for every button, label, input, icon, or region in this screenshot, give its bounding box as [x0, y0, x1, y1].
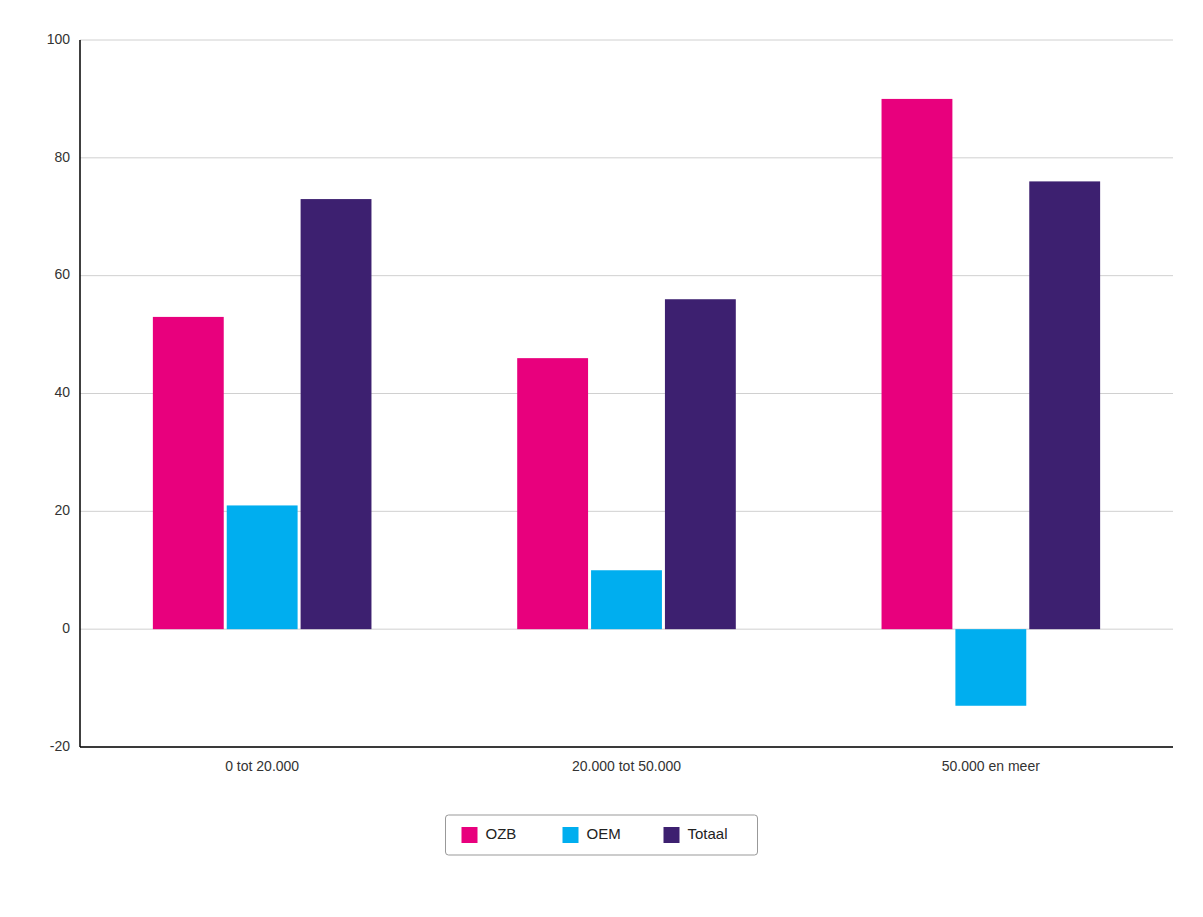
- legend-frame: [446, 815, 758, 855]
- legend-label: OZB: [486, 825, 517, 842]
- bar: [882, 99, 953, 629]
- x-tick-label: 50.000 en meer: [942, 758, 1040, 774]
- bar: [665, 299, 736, 629]
- x-tick-label: 0 tot 20.000: [225, 758, 299, 774]
- bar: [591, 570, 662, 629]
- x-tick-label: 20.000 tot 50.000: [572, 758, 681, 774]
- grid-line: [80, 393, 1173, 394]
- legend-label: OEM: [587, 825, 621, 842]
- y-axis-ticks: -20 0 20 40 60 80 100: [47, 31, 71, 754]
- bar-series: [301, 181, 1101, 629]
- x-axis-ticks: 0 tot 20.000 20.000 tot 50.000 50.000 en m…: [225, 758, 1040, 774]
- x-axis-line: [80, 746, 1173, 748]
- bar: [517, 358, 588, 629]
- grid-line: [80, 157, 1173, 158]
- grid-line: [80, 747, 1173, 748]
- bar: [1029, 181, 1100, 629]
- bar-series: [153, 99, 953, 629]
- legend-label: Totaal: [688, 825, 728, 842]
- y-tick-label: 60: [54, 266, 70, 282]
- grid: [80, 40, 1173, 747]
- bar: [227, 505, 298, 629]
- y-tick-label: 100: [47, 31, 71, 47]
- legend-swatch: [563, 827, 579, 843]
- y-tick-label: -20: [50, 738, 70, 754]
- y-tick-label: 40: [54, 384, 70, 400]
- y-axis-line: [79, 40, 81, 747]
- legend-swatch: [664, 827, 680, 843]
- legend: OZB OEM Totaal: [446, 815, 758, 855]
- bar: [153, 317, 224, 629]
- chart-svg: -20 0 20 40 60 80 100 0 tot 20.000 20.000 tot 50…: [0, 0, 1203, 917]
- bar: [301, 199, 372, 629]
- y-tick-label: 80: [54, 149, 70, 165]
- bars: [153, 99, 1100, 706]
- axes: [80, 40, 1173, 747]
- bar: [955, 629, 1026, 706]
- grid-line: [80, 40, 1173, 41]
- legend-swatch: [462, 827, 478, 843]
- chart-container: -20 0 20 40 60 80 100 0 tot 20.000 20.000 tot 50…: [0, 0, 1203, 917]
- y-tick-label: 20: [54, 502, 70, 518]
- grid-line: [80, 275, 1173, 276]
- y-tick-label: 0: [62, 620, 70, 636]
